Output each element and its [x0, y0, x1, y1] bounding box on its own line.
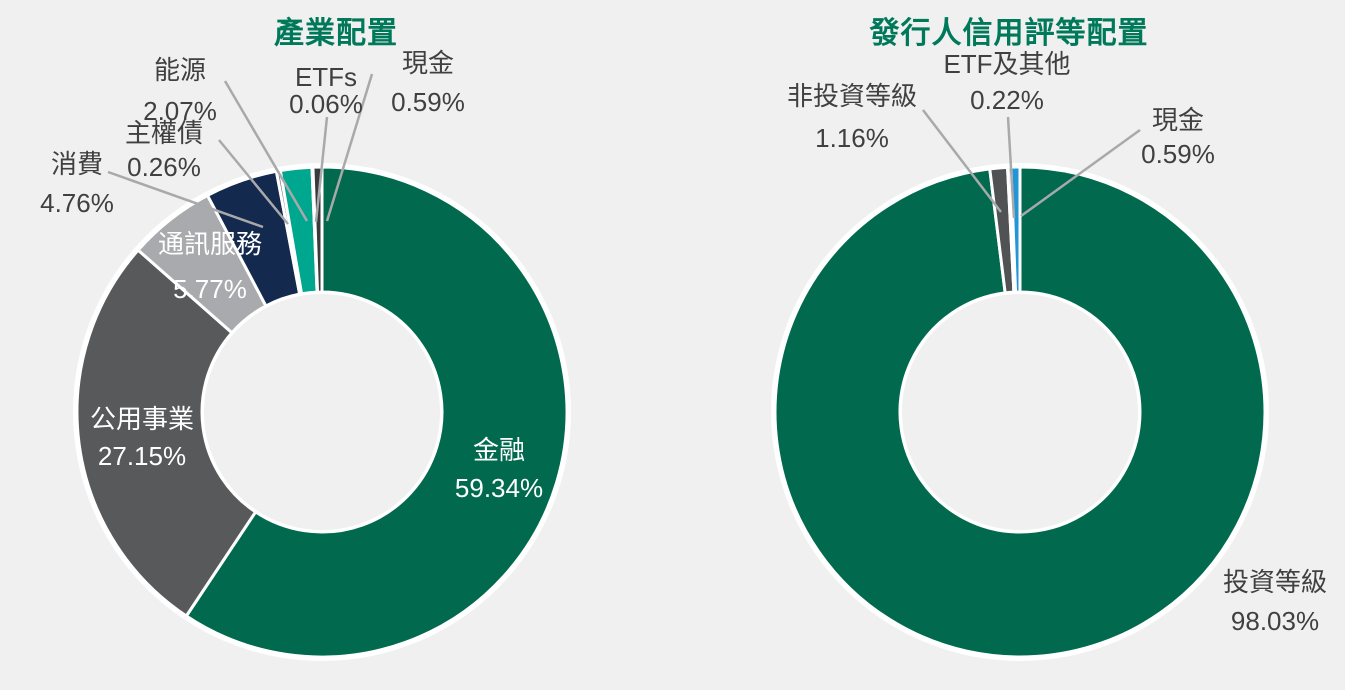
industry-allocation-section: 產業配置 金融 59.34% 公用事業 27.15% 通訊服務 5.77% 消費 4.76% 主…	[0, 0, 672, 690]
slice-label: 投資等級	[1223, 567, 1327, 597]
slice-label: 消費	[51, 149, 103, 179]
credit-rating-allocation-section: 發行人信用評等配置 投資等級 98.03% 非投資等級 1.16% ETF及其他 0.22…	[673, 0, 1345, 690]
leader-line	[1006, 116, 1016, 219]
slice-label: 主權債	[125, 118, 203, 148]
slice-label: 能源	[154, 55, 206, 85]
donut-hole	[902, 294, 1138, 530]
slice-label: ETF及其他	[943, 49, 1070, 79]
donut-slice	[773, 165, 1267, 659]
leader-line	[218, 139, 289, 225]
industry-allocation-title: 產業配置	[274, 17, 398, 50]
slice-percent: 0.59%	[391, 87, 465, 117]
slice-percent: 2.07%	[143, 96, 217, 126]
donut-slice	[75, 247, 258, 619]
leader-line	[107, 170, 264, 229]
slice-label: 現金	[402, 48, 454, 78]
slice-percent: 5.77%	[173, 274, 247, 304]
slice-percent: 0.22%	[970, 85, 1044, 115]
leader-line	[1020, 128, 1141, 218]
slice-percent: 59.34%	[455, 473, 543, 503]
donut-slice	[184, 165, 569, 659]
leader-line	[325, 73, 374, 222]
slice-percent: 27.15%	[98, 441, 186, 471]
slice-percent: 0.26%	[127, 152, 201, 182]
leader-line	[314, 116, 329, 223]
slice-label: 金融	[473, 435, 525, 465]
slice-label: 公用事業	[90, 404, 194, 434]
donut-hole	[204, 294, 440, 530]
slice-label: 非投資等級	[787, 81, 917, 111]
slice-label: 現金	[1152, 105, 1204, 135]
slice-percent: 98.03%	[1231, 606, 1319, 636]
leader-line	[922, 109, 1002, 213]
leader-line	[223, 80, 309, 222]
slice-percent: 0.06%	[289, 89, 363, 119]
industry-allocation-donut-chart: 金融 59.34% 公用事業 27.15% 通訊服務 5.77% 消費 4.76% 主權債 0.2…	[40, 48, 571, 661]
slice-percent: 0.59%	[1141, 139, 1215, 169]
slice-percent: 4.76%	[40, 188, 114, 218]
credit-rating-donut-chart: 投資等級 98.03% 非投資等級 1.16% ETF及其他 0.22% 現金 0.59%	[771, 49, 1327, 661]
credit-rating-allocation-title: 發行人信用評等配置	[869, 17, 1149, 50]
slice-label: 通訊服務	[158, 229, 262, 259]
slice-label: ETFs	[295, 62, 357, 92]
slice-percent: 1.16%	[815, 123, 889, 153]
